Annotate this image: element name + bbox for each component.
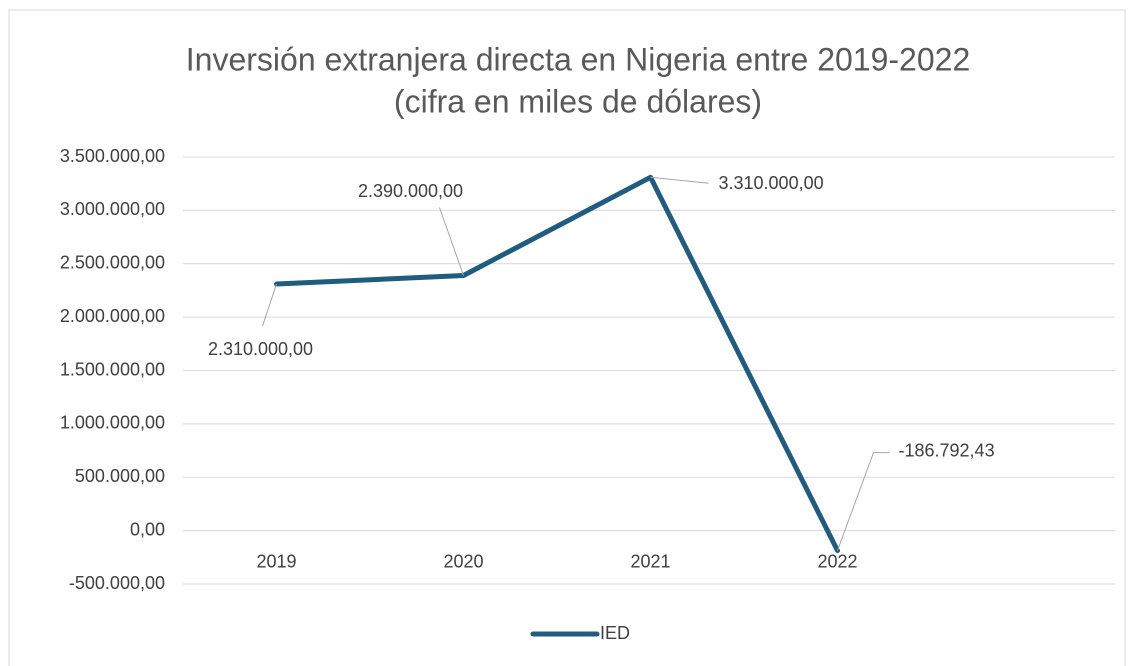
y-tick-label: 2.500.000,00	[60, 253, 165, 273]
data-label: 2.310.000,00	[208, 339, 313, 359]
y-tick-label: 2.000.000,00	[60, 306, 165, 326]
y-tick-label: -500.000,00	[69, 573, 165, 593]
chart-border	[8, 9, 1126, 666]
x-tick-label: 2019	[256, 551, 296, 571]
leader-line	[262, 283, 277, 327]
y-tick-label: 500.000,00	[75, 466, 165, 486]
y-tick-label: 1.500.000,00	[60, 359, 165, 379]
chart-subtitle: (cifra en miles de dólares)	[394, 83, 762, 119]
x-tick-label: 2020	[443, 551, 483, 571]
leader-line	[837, 452, 890, 551]
data-label: 3.310.000,00	[719, 173, 824, 193]
series-line	[274, 174, 840, 554]
y-tick-label: 0,00	[130, 519, 165, 539]
y-tick-label: 3.000.000,00	[60, 199, 165, 219]
legend-label: IED	[600, 623, 630, 643]
data-label: 2.390.000,00	[358, 181, 463, 201]
leader-line	[650, 176, 709, 184]
chart-title: Inversión extranjera directa en Nigeria …	[186, 41, 970, 77]
x-tick-label: 2021	[630, 551, 670, 571]
y-tick-label: 1.000.000,00	[60, 413, 165, 433]
leader-line	[439, 207, 464, 276]
data-label: -186.792,43	[899, 440, 995, 460]
x-tick-label: 2022	[817, 551, 857, 571]
y-tick-label: 3.500.000,00	[60, 146, 165, 166]
